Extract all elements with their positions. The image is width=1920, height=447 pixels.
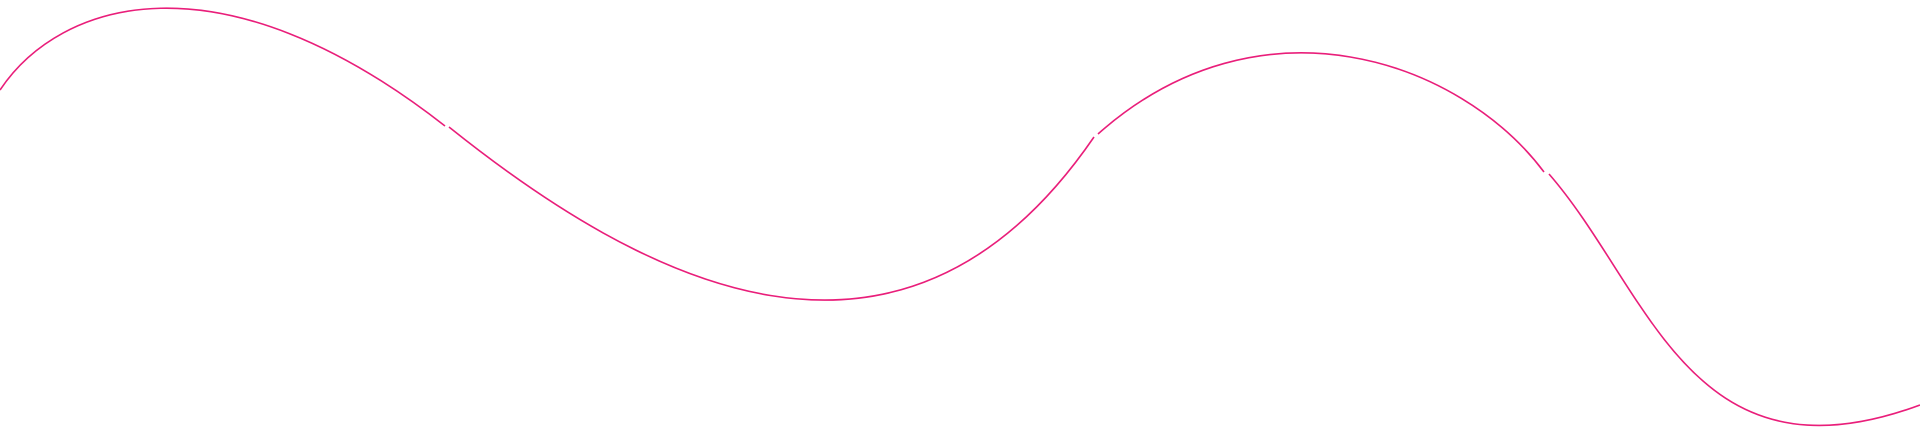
- wave-segment-1: [0, 7, 446, 127]
- wave-segment-2: [448, 126, 1095, 301]
- wave-segment-4: [1548, 173, 1920, 427]
- wave-segment-3: [1097, 52, 1545, 173]
